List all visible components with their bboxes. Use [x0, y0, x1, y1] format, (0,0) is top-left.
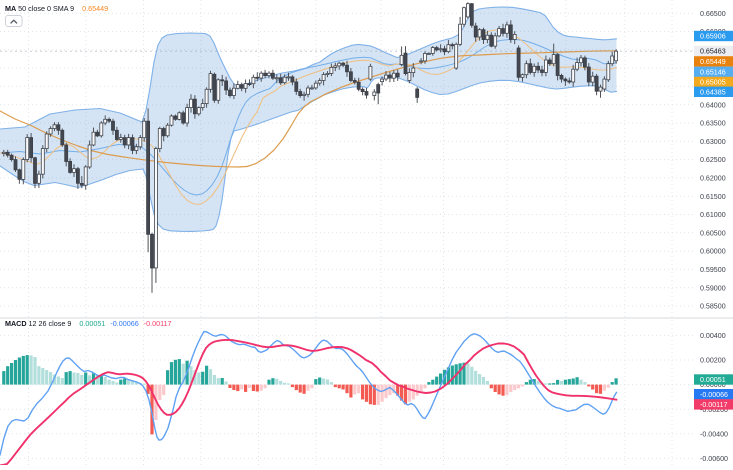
svg-text:-0.00200: -0.00200 — [700, 406, 728, 414]
svg-text:0.65146: 0.65146 — [700, 68, 726, 76]
svg-text:0.00051: 0.00051 — [700, 376, 726, 384]
svg-text:0.61000: 0.61000 — [700, 211, 726, 219]
svg-text:-0.00066: -0.00066 — [700, 391, 728, 399]
svg-text:0.00000: 0.00000 — [700, 381, 726, 389]
svg-text:0.00200: 0.00200 — [700, 357, 726, 365]
svg-text:0.60500: 0.60500 — [700, 229, 726, 237]
svg-text:0.58500: 0.58500 — [700, 303, 726, 311]
svg-text:0.65005: 0.65005 — [700, 79, 726, 87]
svg-text:0.65449: 0.65449 — [700, 58, 726, 66]
svg-text:0.63500: 0.63500 — [700, 120, 726, 128]
svg-text:MA 50 close 0 SMA 9 0.65449: MA 50 close 0 SMA 9 0.65449 — [5, 4, 108, 13]
svg-text:-0.00400: -0.00400 — [700, 430, 728, 438]
svg-text:-0.00600: -0.00600 — [700, 455, 728, 463]
svg-text:0.61500: 0.61500 — [700, 193, 726, 201]
svg-text:0.59500: 0.59500 — [700, 266, 726, 274]
svg-text:0.64000: 0.64000 — [700, 101, 726, 109]
svg-text:-0.00117: -0.00117 — [700, 401, 728, 409]
svg-text:0.65906: 0.65906 — [700, 33, 726, 41]
svg-text:MACD 12 26 close 9 0.00051-0.0: MACD 12 26 close 9 0.00051 -0.00066 -0.001… — [5, 319, 172, 328]
svg-text:0.62500: 0.62500 — [700, 156, 726, 164]
svg-text:0.65463: 0.65463 — [700, 48, 726, 56]
svg-text:0.63000: 0.63000 — [700, 138, 726, 146]
svg-text:0.00400: 0.00400 — [700, 332, 726, 340]
svg-text:0.60000: 0.60000 — [700, 248, 726, 256]
svg-text:0.59000: 0.59000 — [700, 284, 726, 292]
svg-text:0.64385: 0.64385 — [700, 88, 726, 96]
svg-text:0.66500: 0.66500 — [700, 10, 726, 18]
svg-text:0.62000: 0.62000 — [700, 175, 726, 183]
